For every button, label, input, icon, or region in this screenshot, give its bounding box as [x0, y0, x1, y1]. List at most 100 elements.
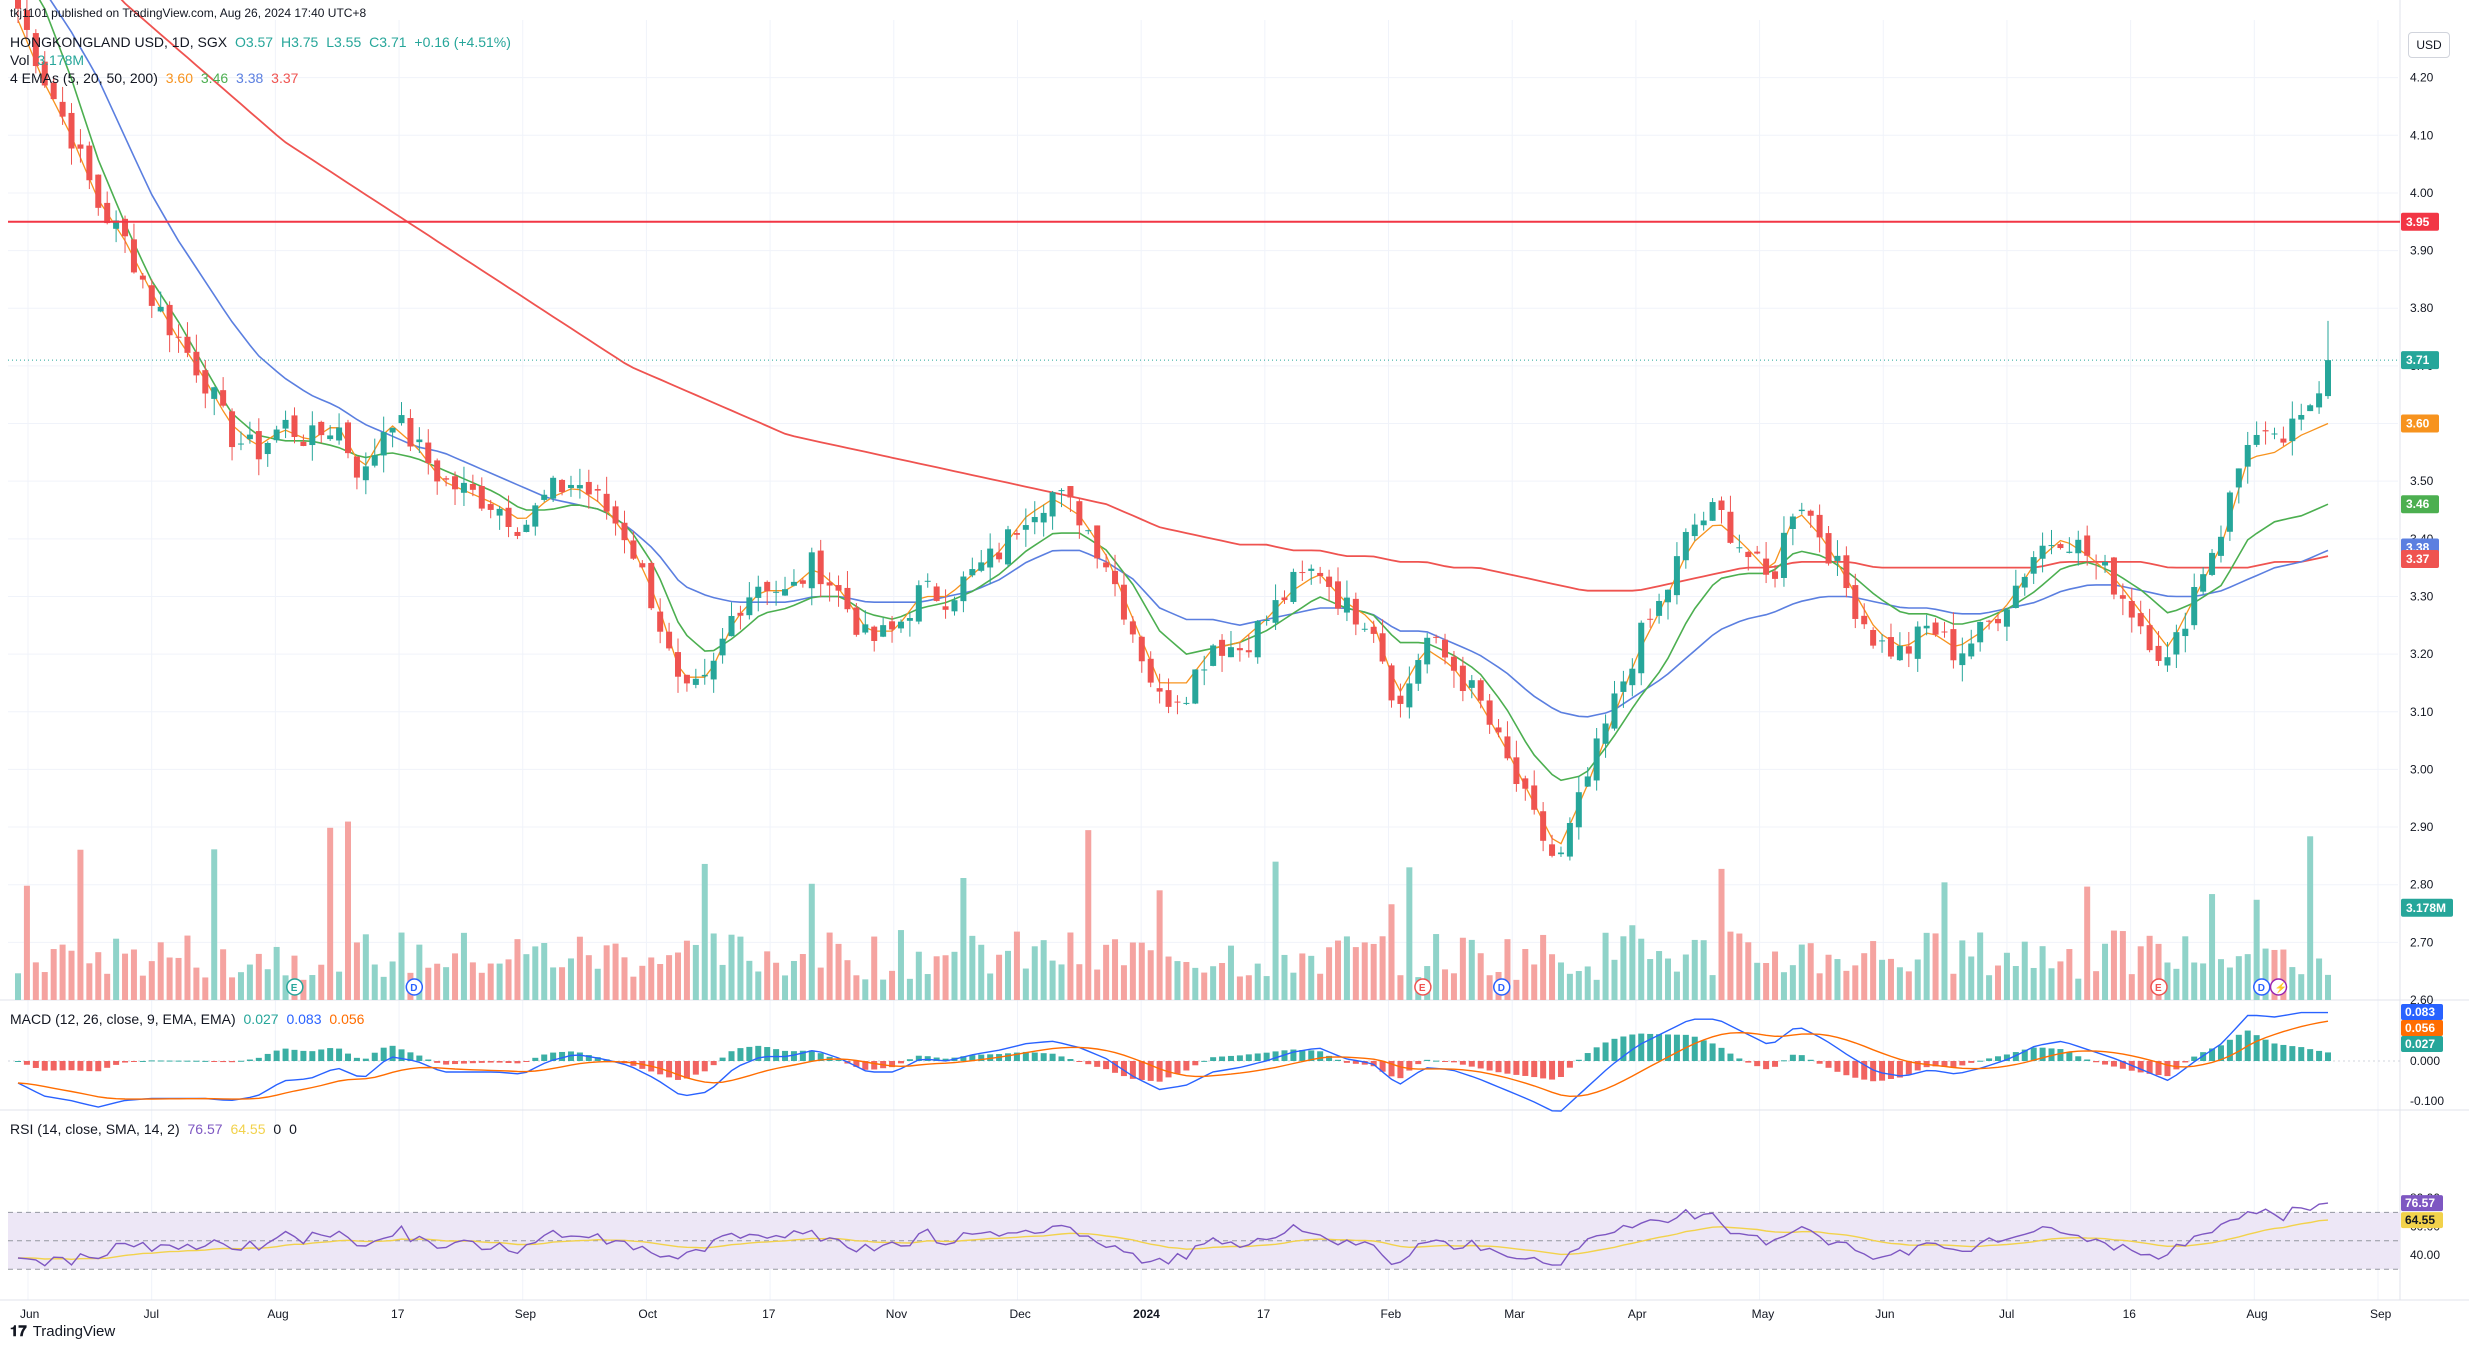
macd-hist-bar — [541, 1054, 548, 1061]
macd-hist-bar — [1629, 1034, 1636, 1061]
macd-hist-bar — [95, 1061, 102, 1072]
macd-hist-bar — [835, 1059, 842, 1061]
volume-bar — [1620, 936, 1627, 1000]
macd-hist-bar — [657, 1061, 664, 1075]
candle-body — [746, 597, 753, 616]
macd-label[interactable]: MACD (12, 26, close, 9, EMA, EMA) — [10, 1011, 236, 1027]
volume-bar — [434, 963, 441, 1000]
macd-hist-bar — [371, 1052, 378, 1061]
candle-body — [1647, 618, 1654, 620]
macd-hist-bar — [1593, 1047, 1600, 1061]
event-marker-label: ⚡ — [2275, 981, 2287, 994]
volume-bar — [1379, 936, 1386, 1000]
macd-hist-bar — [1700, 1040, 1707, 1061]
macd-hist-bar — [15, 1061, 21, 1062]
brand[interactable]: 𝟏𝟕 TradingView — [10, 1323, 115, 1340]
candle-body — [612, 506, 619, 524]
macd-hist-bar — [327, 1048, 334, 1061]
macd-hist-bar — [1531, 1061, 1538, 1078]
macd-hist-bar — [1807, 1059, 1814, 1061]
time-tick-label: Oct — [638, 1307, 657, 1321]
macd-hist-bar — [710, 1061, 717, 1066]
macd-hist-bar — [2003, 1054, 2010, 1061]
macd-hist-bar — [1138, 1061, 1145, 1080]
currency-button[interactable]: USD — [2408, 32, 2450, 58]
volume-bar — [1290, 972, 1297, 1000]
macd-hist-bar — [68, 1061, 75, 1071]
candle-body — [1450, 656, 1457, 671]
candle-body — [478, 486, 485, 509]
candle-body — [2289, 418, 2296, 442]
price-badge-label: 3.60 — [2406, 417, 2430, 431]
volume-bar — [1718, 868, 1725, 1000]
candle-body — [889, 621, 896, 630]
macd-hist-bar — [737, 1048, 744, 1061]
candle-body — [2119, 595, 2126, 599]
macd-hist-bar — [799, 1050, 806, 1061]
candle-body — [1210, 645, 1217, 666]
candle-body — [291, 415, 298, 437]
macd-hist-bar — [1638, 1033, 1645, 1061]
candle-body — [2271, 433, 2278, 435]
volume-bar — [1477, 953, 1484, 1000]
candle-body — [1825, 533, 1832, 564]
candle-body — [77, 144, 84, 149]
candle-body — [1370, 626, 1377, 634]
candle-body — [2057, 544, 2064, 549]
candle-body — [1995, 618, 2001, 624]
volume-bar — [1192, 967, 1199, 1000]
candle-body — [443, 478, 450, 480]
volume-bar — [1816, 973, 1823, 1000]
candle-body — [2137, 613, 2144, 627]
candle-body — [942, 606, 949, 610]
macd-hist-bar — [1477, 1061, 1484, 1069]
symbol-name[interactable]: HONGKONGLAND USD, 1D, SGX — [10, 34, 228, 50]
candle-body — [2217, 536, 2224, 556]
macd-hist-bar — [1522, 1061, 1529, 1076]
volume-bar — [889, 970, 896, 1000]
macd-hist-bar — [1575, 1059, 1582, 1061]
macd-line-value: 0.083 — [286, 1011, 322, 1027]
macd-hist-bar — [469, 1061, 476, 1064]
volume-bar — [2048, 968, 2055, 1000]
volume-bar — [1370, 943, 1377, 1000]
candle-body — [666, 631, 673, 649]
macd-hist-bar — [2325, 1052, 2331, 1061]
volume-bar — [1789, 965, 1796, 1000]
candle-body — [1112, 570, 1119, 585]
candle-body — [1388, 665, 1395, 701]
candle-body — [1745, 551, 1752, 558]
candle-body — [1495, 727, 1502, 733]
published-line: tkj1101 published on TradingView.com, Au… — [10, 6, 367, 20]
candle-body — [1798, 509, 1805, 512]
macd-hist-bar — [2289, 1046, 2296, 1061]
candle-body — [282, 419, 289, 429]
candle-body — [345, 422, 351, 454]
candle-body — [1504, 736, 1511, 759]
macd-badge — [2401, 1004, 2443, 1020]
volume-bar — [1254, 963, 1261, 1000]
volume-bar — [1959, 940, 1966, 1000]
candle-body — [755, 586, 762, 598]
macd-hist-bar — [2075, 1056, 2082, 1061]
macd-hist-bar — [2182, 1061, 2189, 1063]
candle-body — [594, 489, 601, 491]
volume-bar — [2298, 974, 2305, 1000]
ema-label[interactable]: 4 EMAs (5, 20, 50, 200) — [10, 70, 158, 86]
macd-hist-bar — [193, 1060, 200, 1062]
candle-body — [701, 674, 708, 677]
candle-body — [1335, 581, 1341, 609]
macd-hist-bar — [889, 1061, 896, 1068]
event-marker-label: D — [1498, 983, 1505, 994]
volume-bar — [567, 958, 574, 1000]
macd-hist-bar — [273, 1050, 280, 1061]
candle-body — [2191, 586, 2198, 626]
rsi-label[interactable]: RSI (14, close, SMA, 14, 2) — [10, 1121, 180, 1137]
macd-hist-bar — [1415, 1061, 1422, 1065]
macd-hist-bar — [1388, 1061, 1395, 1077]
candle-body — [2235, 468, 2242, 488]
candle-body — [1870, 629, 1877, 646]
volume-label[interactable]: Vol — [10, 52, 30, 68]
macd-signal-line — [17, 1020, 2329, 1100]
